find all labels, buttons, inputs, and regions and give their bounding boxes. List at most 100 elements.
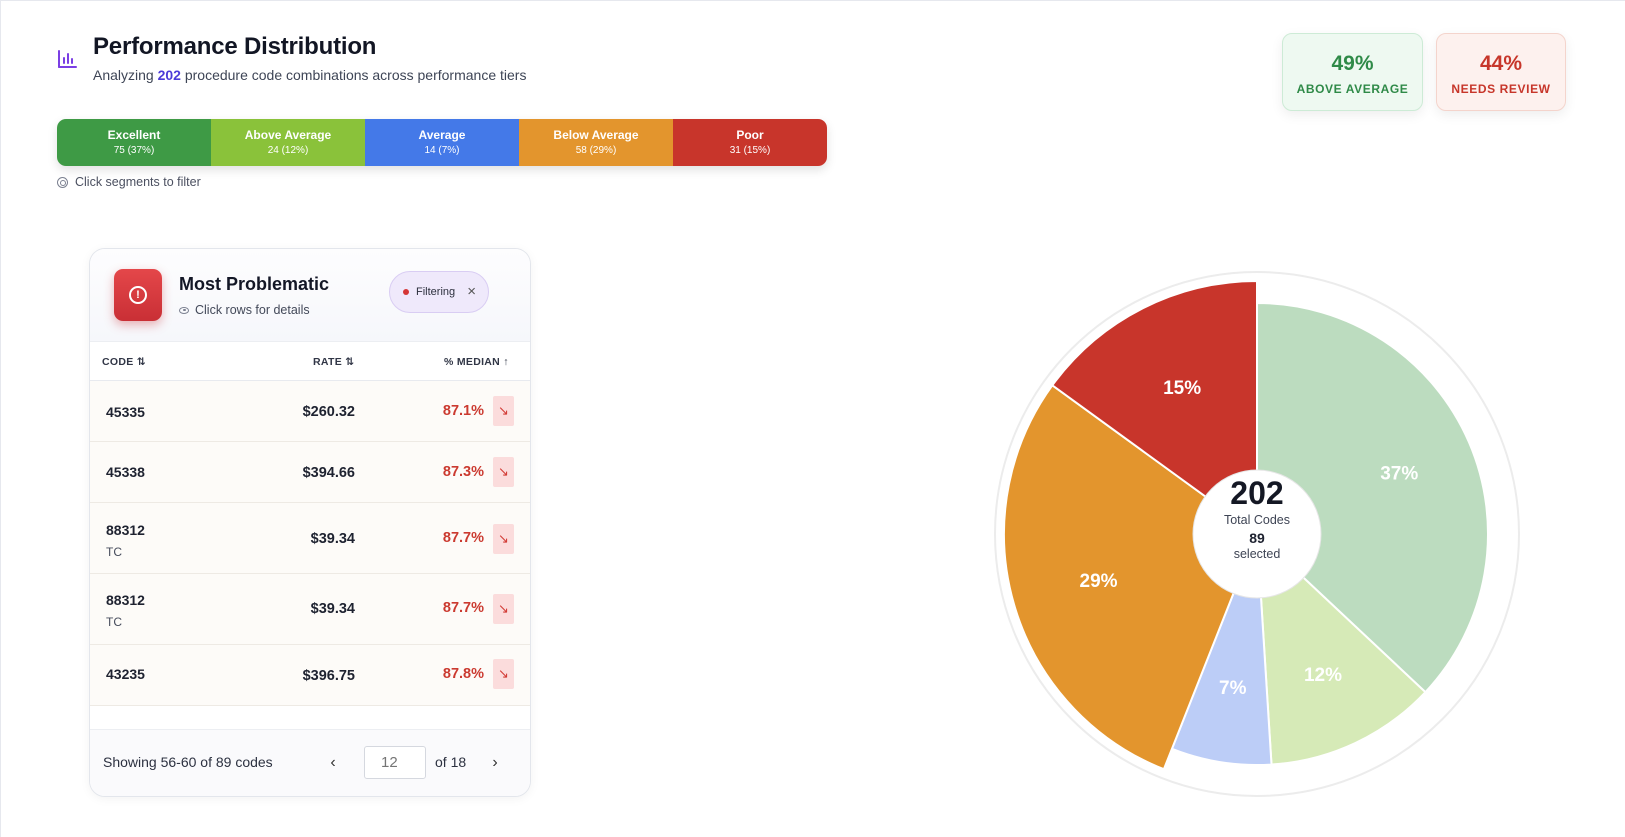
column-pct-median[interactable]: % MEDIAN ↑ [444, 356, 509, 368]
table-row[interactable]: 45338 $394.66 87.3% ↘ [90, 442, 530, 503]
table-header: CODE ⇅ RATE ⇅ % MEDIAN ↑ [90, 341, 530, 381]
trend-down-icon: ↘ [493, 524, 514, 554]
alert-icon: ! [129, 286, 147, 304]
segment-below-average[interactable]: Below Average 58 (29%) [519, 119, 673, 166]
kpi-above-average: 49% ABOVE AVERAGE [1282, 33, 1423, 111]
pie-slice-label: 12% [1304, 665, 1342, 686]
row-rate: $39.34 [310, 531, 355, 547]
segment-count: 14 (7%) [424, 145, 460, 156]
page-number-input[interactable] [364, 746, 426, 779]
segment-excellent[interactable]: Excellent 75 (37%) [57, 119, 211, 166]
trend-down-icon: ↘ [493, 594, 514, 624]
page-title: Performance Distribution [93, 33, 377, 60]
kpi-needs-review: 44% NEEDS REVIEW [1436, 33, 1566, 111]
prev-page-button[interactable]: ‹ [330, 754, 336, 771]
row-code: 88312 [106, 522, 145, 538]
column-rate[interactable]: RATE ⇅ [313, 356, 354, 368]
segment-poor[interactable]: Poor 31 (15%) [673, 119, 827, 166]
page-subtitle: Analyzing 202 procedure code combination… [93, 67, 526, 83]
subtitle-count: 202 [157, 67, 181, 83]
bar-chart-icon [58, 50, 77, 68]
row-code: 45338 [106, 464, 145, 480]
segment-count: 24 (12%) [267, 145, 309, 156]
target-icon [57, 176, 68, 188]
pie-slice-poor[interactable] [1050, 279, 1258, 536]
kpi-value: 44% [1479, 52, 1523, 75]
segment-count: 58 (29%) [575, 145, 617, 156]
pie-center [1192, 469, 1322, 599]
showing-count: Showing 56-60 of 89 codes [103, 754, 273, 770]
column-label: % MEDIAN [444, 356, 501, 368]
row-pct-median: 87.7% [442, 530, 484, 546]
segment-name: Poor [736, 128, 764, 142]
pagination-bar: Showing 56-60 of 89 codes ‹ of 18 › [90, 729, 530, 796]
segment-name: Average [418, 128, 466, 142]
segment-above-average[interactable]: Above Average 24 (12%) [211, 119, 365, 166]
row-rate: $260.32 [302, 404, 355, 420]
card-subtitle: Click rows for details [179, 303, 310, 317]
row-rate: $39.34 [310, 601, 355, 617]
sort-icon: ⇅ [345, 356, 355, 368]
kpi-label: NEEDS REVIEW [1451, 82, 1551, 96]
row-code: 88312 [106, 592, 145, 608]
row-rate: $396.75 [302, 668, 355, 684]
pie-slice-label: 7% [1219, 678, 1247, 699]
filter-hint-text: Click segments to filter [75, 175, 201, 189]
trend-down-icon: ↘ [493, 396, 514, 426]
page-total: of 18 [435, 754, 467, 770]
subtitle-suffix: procedure code combinations across perfo… [180, 67, 527, 83]
card-title: Most Problematic [179, 274, 330, 294]
row-code: 45335 [106, 404, 145, 420]
table-row[interactable]: 45335 $260.32 87.1% ↘ [90, 381, 530, 442]
status-dot [403, 289, 409, 295]
pie-slice-label: 29% [1080, 571, 1118, 592]
table-row[interactable]: 43235 $396.75 87.8% ↘ [90, 645, 530, 706]
pie-slice-excellent[interactable] [1256, 301, 1489, 694]
segment-name: Below Average [553, 128, 639, 142]
most-problematic-card: ! Most Problematic Click rows for detail… [89, 248, 531, 797]
row-pct-median: 87.1% [442, 403, 484, 419]
eye-icon [179, 306, 189, 314]
segment-average[interactable]: Average 14 (7%) [365, 119, 519, 166]
row-modifier: TC [106, 615, 122, 629]
close-icon[interactable]: × [467, 283, 476, 300]
kpi-label: ABOVE AVERAGE [1296, 82, 1409, 96]
subtitle-prefix: Analyzing [93, 67, 158, 83]
segment-count: 31 (15%) [729, 145, 771, 156]
pie-slice-label: 37% [1380, 463, 1418, 484]
pie-slice-below-average[interactable] [1003, 383, 1259, 771]
pie-center-selected-label: selected [1234, 547, 1281, 561]
alert-tile: ! [114, 269, 162, 321]
pie-slice-above-average[interactable] [1255, 531, 1427, 766]
column-code[interactable]: CODE ⇅ [102, 356, 146, 368]
segment-name: Excellent [107, 128, 161, 142]
segment-count: 75 (37%) [113, 145, 155, 156]
segment-name: Above Average [244, 128, 332, 142]
table-row[interactable]: 88312 TC $39.34 87.7% ↘ [90, 503, 530, 574]
tier-segment-bar: Excellent 75 (37%) Above Average 24 (12%) … [57, 119, 827, 166]
card-subtitle-text: Click rows for details [195, 303, 310, 317]
pie-slice-label: 15% [1163, 378, 1201, 399]
pie-center-selected: 89 [1249, 530, 1265, 546]
sort-asc-icon: ↑ [503, 356, 509, 368]
filter-hint: Click segments to filter [57, 175, 201, 189]
kpi-value: 49% [1331, 52, 1374, 75]
trend-down-icon: ↘ [493, 457, 514, 487]
sort-icon: ⇅ [136, 356, 146, 368]
trend-down-icon: ↘ [493, 659, 514, 689]
row-pct-median: 87.3% [442, 464, 484, 480]
row-rate: $394.66 [302, 465, 355, 481]
row-pct-median: 87.8% [442, 666, 484, 682]
column-label: RATE [313, 356, 343, 368]
pie-center-label: Total Codes [1224, 513, 1290, 527]
column-label: CODE [102, 356, 134, 368]
row-pct-median: 87.7% [442, 600, 484, 616]
pie-center-total: 202 [1230, 475, 1283, 511]
filtering-chip[interactable]: Filtering × [389, 271, 489, 313]
chip-label: Filtering [416, 286, 456, 298]
table-row[interactable]: 88312 TC $39.34 87.7% ↘ [90, 574, 530, 645]
row-modifier: TC [106, 545, 122, 559]
next-page-button[interactable]: › [492, 754, 498, 771]
